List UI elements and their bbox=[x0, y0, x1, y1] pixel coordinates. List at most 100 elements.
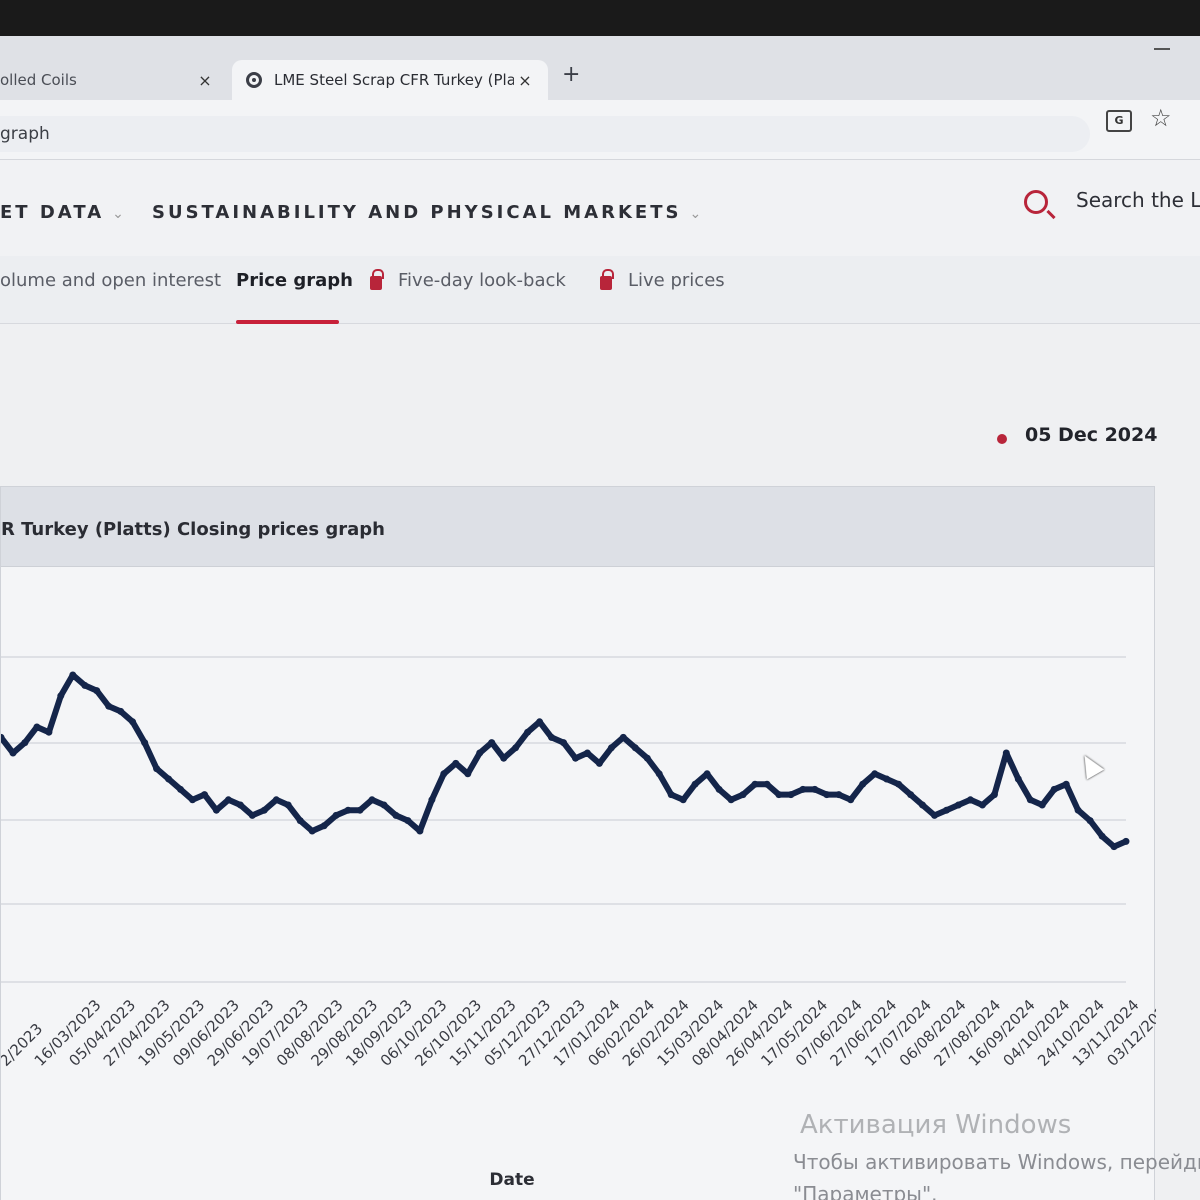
data-point[interactable] bbox=[907, 791, 915, 799]
data-point[interactable] bbox=[1062, 780, 1070, 788]
nav-market-data[interactable]: ET DATA ⌄ bbox=[0, 202, 124, 223]
tab-active[interactable]: LME Steel Scrap CFR Turkey (Pla × bbox=[232, 60, 548, 100]
data-point[interactable] bbox=[21, 739, 29, 747]
data-point[interactable] bbox=[296, 817, 304, 825]
nav-sustainability[interactable]: SUSTAINABILITY AND PHYSICAL MARKETS ⌄ bbox=[152, 202, 701, 223]
data-point[interactable] bbox=[236, 801, 244, 809]
data-point[interactable] bbox=[1, 733, 5, 741]
data-point[interactable] bbox=[919, 801, 926, 809]
search-icon[interactable] bbox=[1024, 190, 1048, 214]
tab-volume-open-interest[interactable]: olume and open interest bbox=[0, 270, 221, 291]
data-point[interactable] bbox=[488, 739, 496, 747]
data-point[interactable] bbox=[763, 780, 771, 788]
data-point[interactable] bbox=[536, 718, 544, 726]
data-point[interactable] bbox=[703, 770, 711, 778]
data-point[interactable] bbox=[332, 811, 340, 819]
data-point[interactable] bbox=[452, 759, 460, 767]
data-point[interactable] bbox=[9, 749, 17, 757]
data-point[interactable] bbox=[715, 785, 723, 793]
data-point[interactable] bbox=[440, 770, 448, 778]
data-point[interactable] bbox=[943, 806, 950, 814]
data-point[interactable] bbox=[895, 780, 903, 788]
data-point[interactable] bbox=[751, 780, 759, 788]
tab-price-graph[interactable]: Price graph bbox=[236, 270, 353, 291]
data-point[interactable] bbox=[141, 739, 149, 747]
data-point[interactable] bbox=[1122, 837, 1130, 845]
data-point[interactable] bbox=[356, 806, 364, 814]
data-point[interactable] bbox=[272, 796, 280, 804]
data-point[interactable] bbox=[153, 765, 161, 773]
data-point[interactable] bbox=[93, 687, 101, 695]
data-point[interactable] bbox=[177, 785, 184, 793]
data-point[interactable] bbox=[1002, 749, 1010, 757]
data-point[interactable] bbox=[500, 754, 508, 762]
data-point[interactable] bbox=[572, 754, 579, 762]
data-point[interactable] bbox=[1014, 775, 1022, 783]
data-point[interactable] bbox=[212, 806, 220, 814]
data-point[interactable] bbox=[619, 733, 627, 741]
data-point[interactable] bbox=[320, 822, 328, 830]
data-point[interactable] bbox=[823, 791, 831, 799]
data-point[interactable] bbox=[368, 796, 376, 804]
new-tab-button[interactable]: + bbox=[562, 62, 581, 87]
data-point[interactable] bbox=[224, 796, 232, 804]
data-point[interactable] bbox=[655, 770, 663, 778]
data-point[interactable] bbox=[512, 744, 520, 752]
data-point[interactable] bbox=[607, 744, 615, 752]
close-icon[interactable]: × bbox=[518, 70, 532, 90]
tab-five-day-look-back[interactable]: Five-day look-back bbox=[370, 268, 566, 291]
data-point[interactable] bbox=[308, 827, 316, 835]
data-point[interactable] bbox=[428, 796, 436, 804]
data-point[interactable] bbox=[787, 791, 795, 799]
data-point[interactable] bbox=[966, 796, 974, 804]
data-point[interactable] bbox=[344, 806, 352, 814]
data-point[interactable] bbox=[1038, 801, 1046, 809]
data-point[interactable] bbox=[260, 806, 268, 814]
url-field[interactable]: graph bbox=[0, 116, 1090, 152]
data-point[interactable] bbox=[835, 791, 843, 799]
data-point[interactable] bbox=[1086, 817, 1094, 825]
data-point[interactable] bbox=[691, 780, 699, 788]
tab-inactive[interactable]: olled Coils × bbox=[0, 60, 228, 100]
data-point[interactable] bbox=[1110, 843, 1118, 851]
data-point[interactable] bbox=[727, 796, 735, 804]
data-point[interactable] bbox=[105, 702, 113, 710]
translate-icon[interactable]: G bbox=[1106, 110, 1132, 132]
data-point[interactable] bbox=[583, 749, 591, 757]
data-point[interactable] bbox=[1026, 796, 1034, 804]
data-point[interactable] bbox=[416, 827, 424, 835]
data-point[interactable] bbox=[1050, 785, 1058, 793]
data-point[interactable] bbox=[476, 749, 484, 757]
data-point[interactable] bbox=[81, 681, 89, 689]
data-point[interactable] bbox=[248, 811, 256, 819]
data-point[interactable] bbox=[799, 785, 807, 793]
data-point[interactable] bbox=[57, 692, 65, 700]
data-point[interactable] bbox=[1074, 806, 1082, 814]
data-point[interactable] bbox=[69, 671, 77, 679]
data-point[interactable] bbox=[129, 718, 137, 726]
data-point[interactable] bbox=[404, 817, 412, 825]
data-point[interactable] bbox=[117, 707, 125, 715]
data-point[interactable] bbox=[560, 739, 567, 747]
data-point[interactable] bbox=[990, 791, 998, 799]
data-point[interactable] bbox=[45, 728, 53, 736]
data-point[interactable] bbox=[1098, 832, 1106, 840]
data-point[interactable] bbox=[548, 733, 555, 741]
data-point[interactable] bbox=[284, 801, 292, 809]
data-point[interactable] bbox=[464, 770, 472, 778]
search-label[interactable]: Search the L bbox=[1076, 188, 1200, 212]
data-point[interactable] bbox=[775, 791, 783, 799]
data-point[interactable] bbox=[643, 754, 651, 762]
data-point[interactable] bbox=[189, 796, 196, 804]
data-point[interactable] bbox=[380, 801, 388, 809]
data-point[interactable] bbox=[165, 775, 173, 783]
data-point[interactable] bbox=[859, 780, 867, 788]
data-point[interactable] bbox=[954, 801, 962, 809]
data-point[interactable] bbox=[811, 785, 819, 793]
data-point[interactable] bbox=[595, 759, 603, 767]
data-point[interactable] bbox=[201, 791, 208, 799]
minimize-icon[interactable] bbox=[1154, 48, 1170, 50]
data-point[interactable] bbox=[631, 744, 639, 752]
data-point[interactable] bbox=[667, 791, 675, 799]
data-point[interactable] bbox=[871, 770, 879, 778]
